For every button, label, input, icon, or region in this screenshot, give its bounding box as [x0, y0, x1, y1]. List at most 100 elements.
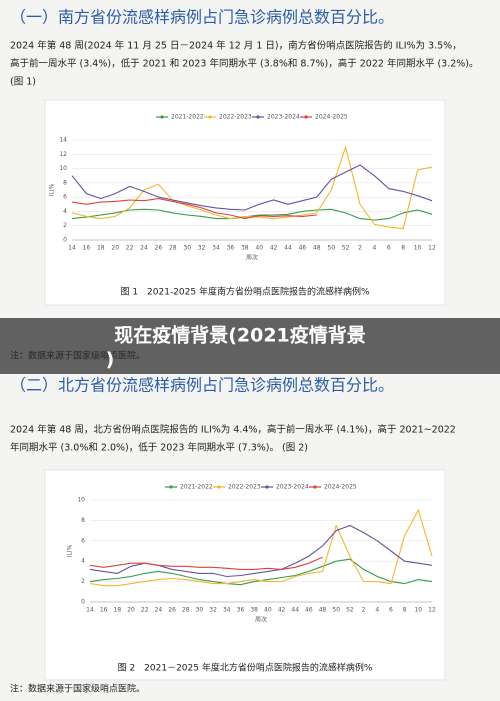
y-tick-label: 0 — [63, 237, 67, 244]
legend-label: 2023-2024 — [276, 484, 309, 491]
x-tick-label: 34 — [223, 607, 231, 614]
overlay-banner — [0, 318, 500, 374]
legend-label: 2024-2025 — [315, 114, 348, 121]
x-tick-label: 2 — [358, 245, 362, 252]
paragraph-line: 2024 年第 48 周，北方省份哨点医院报告的 ILI%为 4.4%，高于前一… — [10, 424, 456, 436]
x-tick-label: 28 — [169, 245, 177, 252]
x-tick-label: 38 — [250, 607, 258, 614]
x-tick-label: 40 — [255, 245, 263, 252]
y-tick-label: 12 — [59, 151, 67, 158]
paragraph-line: (图 1) — [10, 77, 36, 88]
x-tick-label: 26 — [155, 245, 163, 252]
paragraph-line: 高于前一周水平 (3.4%)，低于 2021 和 2023 年同期水平 (3.8… — [10, 58, 479, 70]
x-tick-label: 18 — [114, 607, 122, 614]
x-tick-label: 44 — [291, 607, 299, 614]
series-line — [71, 198, 317, 220]
x-tick-label: 14 — [68, 245, 76, 252]
y-tick-label: 0 — [81, 599, 85, 606]
legend-label: 2022-2023 — [228, 484, 261, 491]
paragraph-line: 2024 年第 48 周(2024 年 11 月 25 日－2024 年 12 … — [10, 40, 462, 52]
x-tick-label: 4 — [372, 245, 376, 252]
x-tick-label: 48 — [319, 607, 327, 614]
y-tick-label: 4 — [63, 208, 67, 215]
overlay-title: ) — [106, 349, 115, 371]
x-tick-label: 32 — [209, 607, 217, 614]
legend-marker — [313, 485, 317, 489]
x-tick-label: 12 — [428, 607, 436, 614]
y-tick-label: 10 — [59, 165, 67, 172]
x-tick-label: 22 — [126, 245, 134, 252]
x-tick-label: 42 — [270, 245, 278, 252]
x-tick-label: 2 — [362, 607, 366, 614]
paragraph-line: 年同期水平 (3.0%和 2.0%)，低于 2023 年同期水平 (7.3%)。… — [10, 442, 308, 454]
x-tick-label: 18 — [97, 245, 105, 252]
x-tick-label: 4 — [375, 607, 379, 614]
x-tick-label: 24 — [155, 607, 163, 614]
legend-label: 2021-2022 — [171, 114, 204, 121]
y-tick-label: 8 — [81, 517, 85, 524]
x-axis-label: 周次 — [255, 616, 267, 624]
x-tick-label: 48 — [313, 245, 321, 252]
y-axis-label: ILI% — [49, 183, 56, 196]
x-tick-label: 28 — [182, 607, 190, 614]
legend-marker — [304, 115, 308, 119]
x-tick-label: 32 — [198, 245, 206, 252]
x-tick-label: 20 — [111, 245, 119, 252]
y-tick-label: 2 — [63, 222, 67, 229]
legend-label: 2022-2023 — [219, 114, 252, 121]
legend-marker — [160, 115, 164, 119]
x-tick-label: 14 — [86, 607, 94, 614]
x-tick-label: 16 — [83, 245, 91, 252]
legend-label: 2021-2022 — [180, 484, 213, 491]
legend-marker — [208, 115, 212, 119]
x-tick-label: 52 — [346, 607, 354, 614]
x-tick-label: 46 — [305, 607, 313, 614]
legend-marker — [169, 485, 173, 489]
x-tick-label: 52 — [342, 245, 350, 252]
x-tick-label: 50 — [332, 607, 340, 614]
x-axis-label: 周次 — [246, 254, 258, 262]
x-tick-label: 36 — [227, 245, 235, 252]
y-tick-label: 14 — [59, 137, 67, 144]
x-tick-label: 20 — [127, 607, 135, 614]
x-tick-label: 34 — [212, 245, 220, 252]
x-tick-label: 10 — [414, 607, 422, 614]
legend-label: 2024-2025 — [324, 484, 357, 491]
series-line — [89, 508, 433, 587]
x-tick-label: 24 — [140, 245, 148, 252]
section-heading: （二）北方省份流感样病例占门急诊病例总数百分比。 — [10, 376, 394, 395]
x-tick-label: 30 — [196, 607, 204, 614]
figure-note: 注：数据来源于国家级哨点医院。 — [10, 683, 145, 695]
y-tick-label: 2 — [81, 578, 85, 585]
x-tick-label: 30 — [183, 245, 191, 252]
x-tick-label: 26 — [168, 607, 176, 614]
x-tick-label: 38 — [241, 245, 249, 252]
y-tick-label: 4 — [81, 558, 85, 565]
y-tick-label: 6 — [63, 194, 67, 201]
overlay-title: 现在疫情背景(2021疫情背景 — [114, 324, 366, 347]
x-tick-label: 36 — [237, 607, 245, 614]
x-tick-label: 8 — [403, 607, 407, 614]
y-tick-label: 6 — [81, 537, 85, 544]
legend-label: 2023-2024 — [267, 114, 300, 121]
legend-marker — [256, 115, 260, 119]
y-axis-label: ILI% — [67, 544, 74, 557]
y-tick-label: 8 — [63, 179, 67, 186]
x-tick-label: 40 — [264, 607, 272, 614]
x-tick-label: 44 — [284, 245, 292, 252]
x-tick-label: 22 — [141, 607, 149, 614]
x-tick-label: 42 — [278, 607, 286, 614]
x-tick-label: 8 — [401, 245, 405, 252]
x-tick-label: 46 — [299, 245, 307, 252]
x-tick-label: 6 — [387, 245, 391, 252]
x-tick-label: 16 — [100, 607, 108, 614]
x-tick-label: 6 — [389, 607, 393, 614]
legend-marker — [265, 485, 269, 489]
x-tick-label: 50 — [327, 245, 335, 252]
figure-caption: 图 1 2021-2025 年度南方省份哨点医院报告的流感样病例% — [120, 286, 370, 298]
x-tick-label: 10 — [414, 245, 422, 252]
series-line — [89, 556, 323, 570]
legend-marker — [217, 485, 221, 489]
